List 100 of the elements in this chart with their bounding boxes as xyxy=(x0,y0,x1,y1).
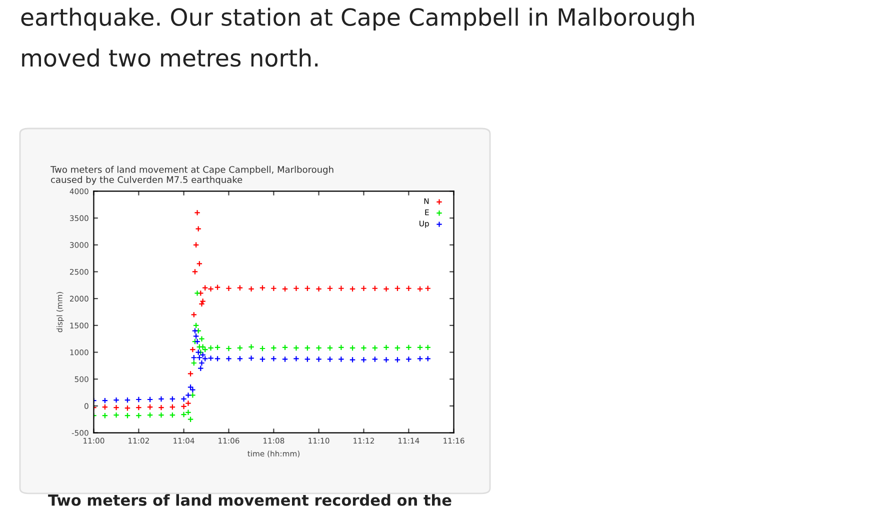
point xyxy=(236,344,244,352)
point xyxy=(270,344,277,352)
point xyxy=(360,344,367,352)
point xyxy=(158,396,164,402)
point xyxy=(198,300,205,308)
point xyxy=(190,392,196,398)
point xyxy=(304,285,311,292)
point xyxy=(190,354,198,361)
point xyxy=(326,356,334,362)
point xyxy=(248,355,254,362)
text: Two meters of land movement recorded on the xyxy=(48,494,452,506)
point xyxy=(190,312,198,318)
point xyxy=(282,344,288,351)
point xyxy=(372,344,378,352)
point xyxy=(192,242,200,248)
point xyxy=(394,344,401,352)
point xyxy=(338,285,344,292)
point xyxy=(102,404,108,410)
point xyxy=(190,386,196,393)
point xyxy=(259,284,266,291)
point xyxy=(208,344,214,352)
point xyxy=(416,344,424,351)
point xyxy=(146,404,154,410)
point xyxy=(198,360,205,366)
point xyxy=(136,396,142,403)
point xyxy=(194,210,200,216)
point xyxy=(316,344,322,352)
point xyxy=(113,412,120,418)
point xyxy=(208,355,214,362)
point xyxy=(202,284,208,291)
point xyxy=(304,344,311,352)
point xyxy=(293,344,300,352)
point xyxy=(113,404,120,411)
chart-title: Two meters of land movement at Cape Campbell, Marlborough caused by the Culverden M7.5 earthquake xyxy=(50,166,334,185)
point xyxy=(248,344,254,350)
point xyxy=(383,356,390,363)
point xyxy=(187,416,194,423)
point xyxy=(349,344,356,352)
point xyxy=(124,412,131,419)
point xyxy=(293,356,300,362)
point xyxy=(248,286,254,292)
point xyxy=(196,354,203,361)
point xyxy=(349,356,356,363)
point xyxy=(394,356,401,363)
point xyxy=(416,356,424,362)
point xyxy=(316,286,322,292)
point xyxy=(192,328,198,334)
point xyxy=(226,345,232,352)
point xyxy=(326,285,334,292)
point xyxy=(146,396,154,403)
point xyxy=(187,370,194,377)
point xyxy=(360,285,367,292)
point xyxy=(102,412,108,419)
point xyxy=(198,336,205,342)
point xyxy=(190,346,196,353)
point xyxy=(190,360,198,366)
point xyxy=(194,290,200,296)
point xyxy=(236,284,244,291)
point xyxy=(196,344,203,350)
point xyxy=(226,356,232,362)
point xyxy=(102,397,108,404)
point xyxy=(113,396,120,404)
point xyxy=(158,404,164,411)
point xyxy=(195,226,202,232)
point xyxy=(372,285,378,292)
point xyxy=(282,286,288,292)
point xyxy=(424,356,431,362)
point xyxy=(214,284,221,290)
point xyxy=(226,285,232,292)
point xyxy=(146,412,154,418)
point xyxy=(383,344,390,351)
point xyxy=(360,356,367,363)
point xyxy=(338,356,344,362)
point xyxy=(169,396,176,402)
point xyxy=(194,338,200,345)
text: earthquake. Our station at Cape Campbell in Malborough moved two metres north. xyxy=(21,8,694,67)
point xyxy=(202,346,208,353)
point xyxy=(406,356,412,362)
point xyxy=(293,285,300,292)
point xyxy=(158,412,164,418)
point xyxy=(208,286,214,292)
point xyxy=(192,268,198,275)
point xyxy=(304,356,311,362)
point xyxy=(214,356,221,362)
point xyxy=(214,344,221,351)
point xyxy=(394,285,401,292)
point xyxy=(349,286,356,292)
point xyxy=(424,344,431,351)
point xyxy=(124,396,131,404)
point xyxy=(197,365,204,372)
point xyxy=(416,286,424,292)
point xyxy=(196,260,203,267)
point xyxy=(136,404,142,411)
point xyxy=(192,333,200,340)
point xyxy=(338,344,344,351)
point xyxy=(406,285,412,292)
point xyxy=(383,286,390,292)
point xyxy=(259,356,266,362)
point xyxy=(406,344,412,351)
point xyxy=(200,352,206,358)
